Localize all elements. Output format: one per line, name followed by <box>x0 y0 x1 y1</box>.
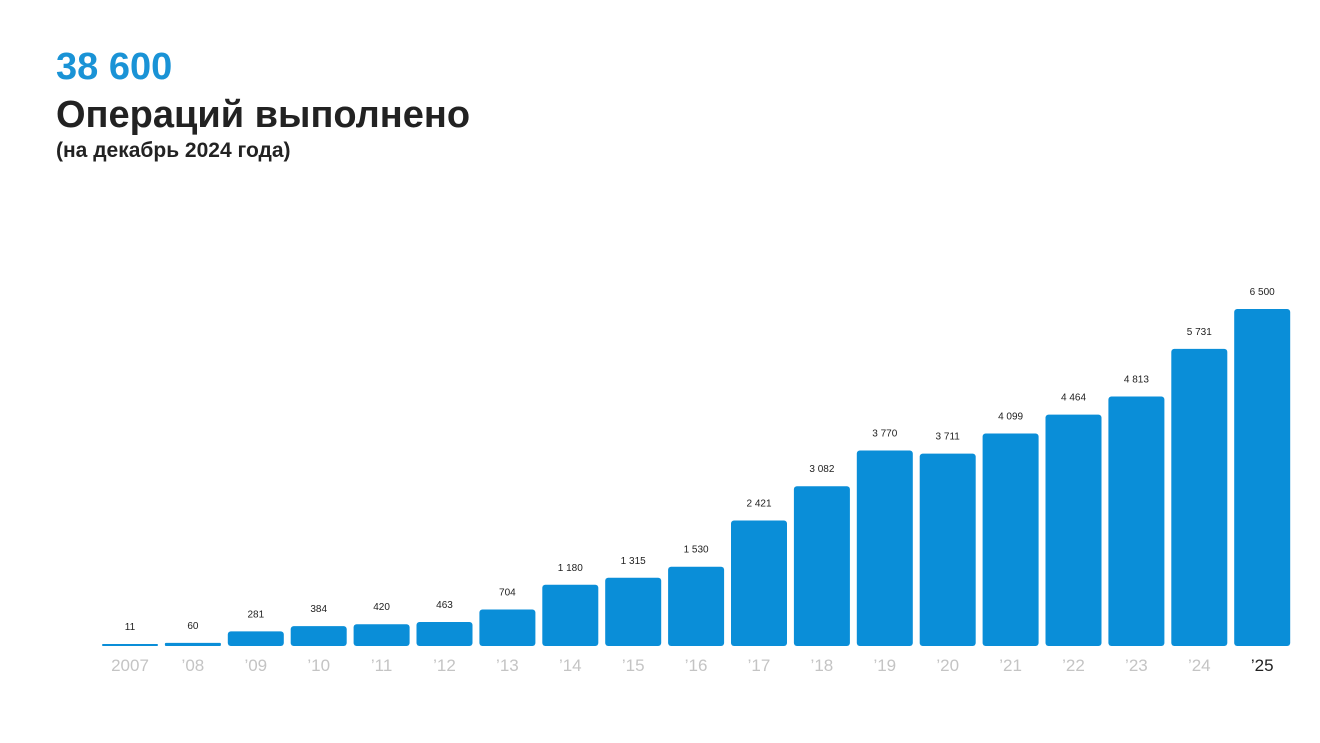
x-tick-label-13: ’20 <box>936 656 959 675</box>
x-tick-label-17: ’24 <box>1188 656 1211 675</box>
x-tick-label-12: ’19 <box>873 656 896 675</box>
bar-5 <box>416 622 473 646</box>
bar-12 <box>856 450 913 646</box>
x-tick-label-15: ’22 <box>1062 656 1085 675</box>
x-tick-label-1: ’08 <box>182 656 205 675</box>
bar-14 <box>982 433 1039 646</box>
total-operations-number: 38 600 <box>56 46 173 88</box>
bar-value-label-0: 11 <box>125 622 136 633</box>
bar-1 <box>164 642 221 646</box>
x-tick-label-11: ’18 <box>811 656 834 675</box>
bar-value-label-1: 60 <box>187 621 199 632</box>
x-tick-label-10: ’17 <box>748 656 771 675</box>
bar-13 <box>919 453 976 646</box>
bar-18 <box>1234 309 1291 646</box>
x-tick-label-9: ’16 <box>685 656 708 675</box>
bar-2 <box>227 631 284 646</box>
page-subtitle: (на декабрь 2024 года) <box>56 139 291 162</box>
bar-16 <box>1108 396 1165 646</box>
bar-value-label-4: 420 <box>373 602 390 613</box>
bar-value-label-2: 281 <box>247 609 264 620</box>
bar-value-label-14: 4 099 <box>998 412 1023 423</box>
x-tick-label-7: ’14 <box>559 656 582 675</box>
bar-10 <box>731 520 787 646</box>
bar-4 <box>353 624 410 646</box>
x-tick-label-4: ’11 <box>371 656 392 675</box>
bar-value-label-18: 6 500 <box>1250 287 1275 298</box>
bar-value-label-17: 5 731 <box>1187 327 1212 338</box>
bar-15 <box>1045 414 1102 646</box>
x-tick-label-8: ’15 <box>622 656 645 675</box>
headline: 38 600 Операций выполнено (на декабрь 20… <box>56 44 470 164</box>
bar-value-label-9: 1 530 <box>684 545 709 556</box>
page-title: Операций выполнено <box>56 94 471 136</box>
x-tick-label-2: ’09 <box>244 656 267 675</box>
bar-3 <box>290 626 347 646</box>
bar-value-label-15: 4 464 <box>1061 393 1086 404</box>
bar-value-label-7: 1 180 <box>558 563 583 574</box>
x-tick-label-5: ’12 <box>433 656 456 675</box>
bar-8 <box>605 577 662 646</box>
bar-value-label-13: 3 711 <box>936 432 961 443</box>
x-tick-label-3: ’10 <box>307 656 330 675</box>
bar-value-label-16: 4 813 <box>1124 375 1149 386</box>
bar-value-label-6: 704 <box>499 588 516 599</box>
x-tick-label-6: ’13 <box>496 656 519 675</box>
bar-6 <box>479 609 536 646</box>
bar-value-label-3: 384 <box>310 604 327 615</box>
x-tick-label-18: ’25 <box>1251 656 1274 675</box>
x-tick-label-16: ’23 <box>1125 656 1148 675</box>
bar-11 <box>793 486 850 646</box>
x-tick-label-14: ’21 <box>999 656 1022 675</box>
bar-17 <box>1171 348 1228 646</box>
bar-value-label-8: 1 315 <box>621 556 646 567</box>
bar-9 <box>668 566 725 646</box>
bar-value-label-5: 463 <box>436 600 453 611</box>
bar-value-label-12: 3 770 <box>872 429 897 440</box>
x-tick-label-0: 2007 <box>111 656 149 675</box>
bar-0 <box>102 644 158 646</box>
bar-value-label-10: 2 421 <box>746 499 771 510</box>
bar-value-label-11: 3 082 <box>809 464 834 475</box>
bar-7 <box>542 584 599 646</box>
